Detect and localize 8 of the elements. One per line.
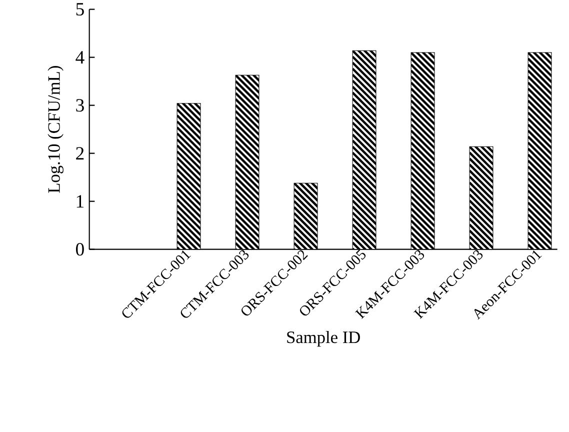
y-tick-label: 0 bbox=[76, 243, 84, 256]
y-tick-label: 2 bbox=[76, 147, 84, 160]
y-axis-title: Log.10 (CFU/mL) bbox=[48, 66, 64, 193]
y-tick-label: 4 bbox=[76, 51, 84, 64]
y-tick-label: 5 bbox=[76, 3, 84, 16]
y-tick-label: 3 bbox=[76, 99, 84, 112]
y-tick-label: 1 bbox=[76, 195, 84, 208]
x-axis-title: Sample ID bbox=[287, 330, 360, 347]
